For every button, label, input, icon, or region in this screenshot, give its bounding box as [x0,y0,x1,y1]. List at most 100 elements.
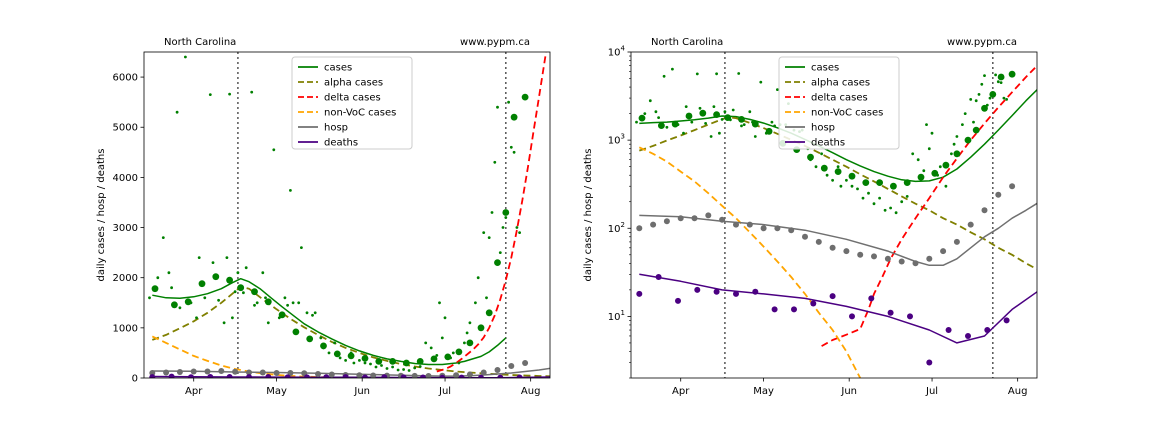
hosp-data-point [774,225,781,232]
y-tick-exponent: 2 [621,221,625,229]
cases-data-point [861,196,865,200]
cases-data-point [322,346,325,350]
cases-data-point [438,301,441,305]
axes-frame [630,51,1038,379]
deaths-data-point [849,313,855,320]
hosp-data-point [788,227,795,234]
cases-data-point [942,161,950,169]
cases-data-point [662,74,666,78]
cases-data-point [643,112,647,115]
cases-data-point [501,226,505,229]
cases-data-point [250,90,254,94]
cases-data-point [867,191,870,195]
cases-data-point [848,172,856,180]
cases-data-point [889,206,892,210]
cases-data-point [698,106,702,110]
hosp-data-point [746,221,753,228]
legend: cases alpha cases delta cases non-VoC cases… [291,56,413,150]
legend-label-alpha: alpha cases [324,78,383,89]
cases-data-point [635,120,638,124]
cases-data-point [1008,70,1016,78]
cases-data-point [658,122,665,129]
deaths-data-point [420,374,426,378]
cases-data-point [161,236,165,240]
y-tick-label: 2000 [113,273,138,284]
cases-data-point [184,55,187,59]
cases-data-point [455,348,463,356]
hosp-data-point [733,221,739,228]
cases-data-point [764,131,768,135]
cases-data-point [333,341,336,345]
cases-data-point [485,296,488,300]
y-tick-label: 0 [132,374,138,385]
cases-data-point [344,359,347,362]
cases-data-point [327,351,331,355]
cases-data-point [266,321,270,325]
cases-data-point [313,311,317,315]
cases-data-point [429,346,433,350]
cases-data-point [657,116,660,119]
deaths-data-point [771,306,778,313]
cases-data-point [264,298,272,306]
cases-data-point [977,93,981,96]
cases-data-point [468,321,472,325]
cases-data-point [712,105,716,108]
cases-data-point [807,153,814,161]
cases-data-point [244,266,248,270]
cases-series-line [152,277,507,366]
cases-data-point [512,150,516,154]
cases-data-point [463,341,466,345]
cases-data-point [369,362,372,366]
cases-data-point [720,118,724,121]
y-tick-base: 10 [608,312,621,323]
legend-label-delta: delta cases [324,93,381,104]
cases-data-point [170,286,174,290]
hosp-data-point [940,248,947,255]
cases-data-point [963,112,967,115]
cases-data-point [457,361,461,365]
nonvoc-dashed-series-line [638,146,862,378]
deaths-data-point [400,374,407,378]
cases-data-point [435,354,439,357]
cases-data-point [825,173,829,177]
hosp-data-point [259,369,266,376]
plot-area [635,52,1037,378]
linear-chart-panel: Apr May Jun Jul Aug 0 1000 2000 3000 4000 5000 6000… [96,37,551,397]
cases-data-point [972,120,975,124]
hosp-data-point [829,244,836,251]
chart-title-right: www.pypm.ca [947,37,1017,48]
cases-data-point [723,110,727,114]
cases-data-point [834,168,842,176]
cases-data-point [759,80,763,84]
cases-data-point [291,301,295,305]
cases-data-point [985,103,989,107]
cases-data-point [403,359,410,367]
cases-data-point [195,316,198,320]
cases-data-point [509,145,513,149]
deaths-data-point [284,374,291,378]
cases-data-point [876,179,883,187]
cases-data-point [737,72,741,75]
cases-data-point [952,142,956,146]
cases-data-point [690,120,694,124]
cases-data-point [878,196,881,200]
cases-data-point [996,80,1000,84]
cases-data-point [485,309,493,317]
cases-data-point [856,187,859,191]
hosp-series-line [152,367,550,377]
cases-data-point [831,178,834,182]
cases-data-point [836,165,840,169]
cases-data-point [253,303,256,307]
cases-data-point [845,178,848,182]
cases-data-point [981,104,988,112]
legend-label-nonvoc: non-VoC cases [811,108,883,119]
cases-data-point [171,301,178,309]
hosp-data-point [981,207,988,214]
deaths-data-point [226,374,233,378]
deaths-data-point [304,374,310,378]
deaths-data-point [655,274,662,280]
cases-data-point [770,120,774,124]
cases-data-point [231,316,234,320]
hosp-data-point [760,225,767,232]
